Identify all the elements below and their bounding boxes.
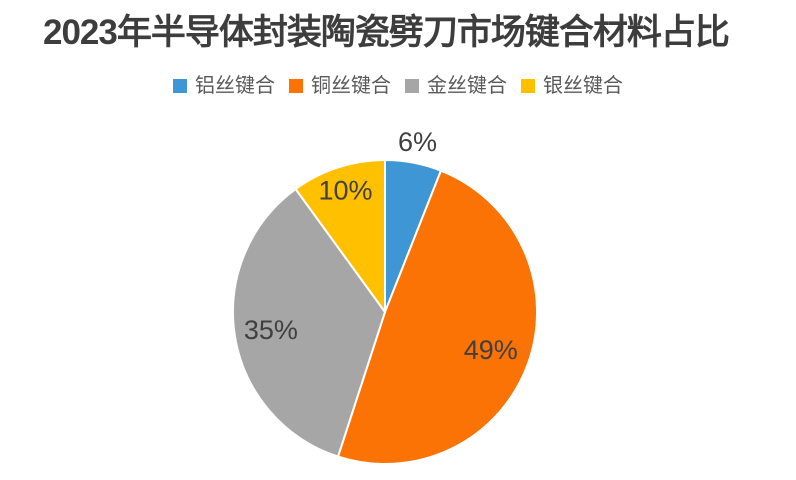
legend-label: 铝丝键合 [195,75,275,97]
chart-title: 2023年半导体封装陶瓷劈刀市场键合材料占比 [43,13,730,52]
legend-label: 金丝键合 [427,75,507,97]
pie-data-label-2: 35% [244,315,298,345]
pie-data-label-1: 49% [464,335,518,365]
legend-swatch-icon [289,79,303,93]
legend-item-0: 铝丝键合 [173,76,275,96]
legend-item-1: 铜丝键合 [289,76,391,96]
legend: 铝丝键合 铜丝键合 金丝键合 银丝键合 [0,76,796,96]
legend-swatch-icon [521,79,535,93]
legend-swatch-icon [173,79,187,93]
pie-slice-2 [232,188,386,458]
legend-swatch-icon [405,79,419,93]
legend-item-3: 银丝键合 [521,76,623,96]
pie-data-label-3: 10% [318,176,372,206]
legend-label: 银丝键合 [543,75,623,97]
legend-item-2: 金丝键合 [405,76,507,96]
pie-data-label-0: 6% [398,127,437,157]
legend-label: 铜丝键合 [311,75,391,97]
pie-slice-1 [337,169,539,465]
pie-slice-3 [294,159,386,313]
